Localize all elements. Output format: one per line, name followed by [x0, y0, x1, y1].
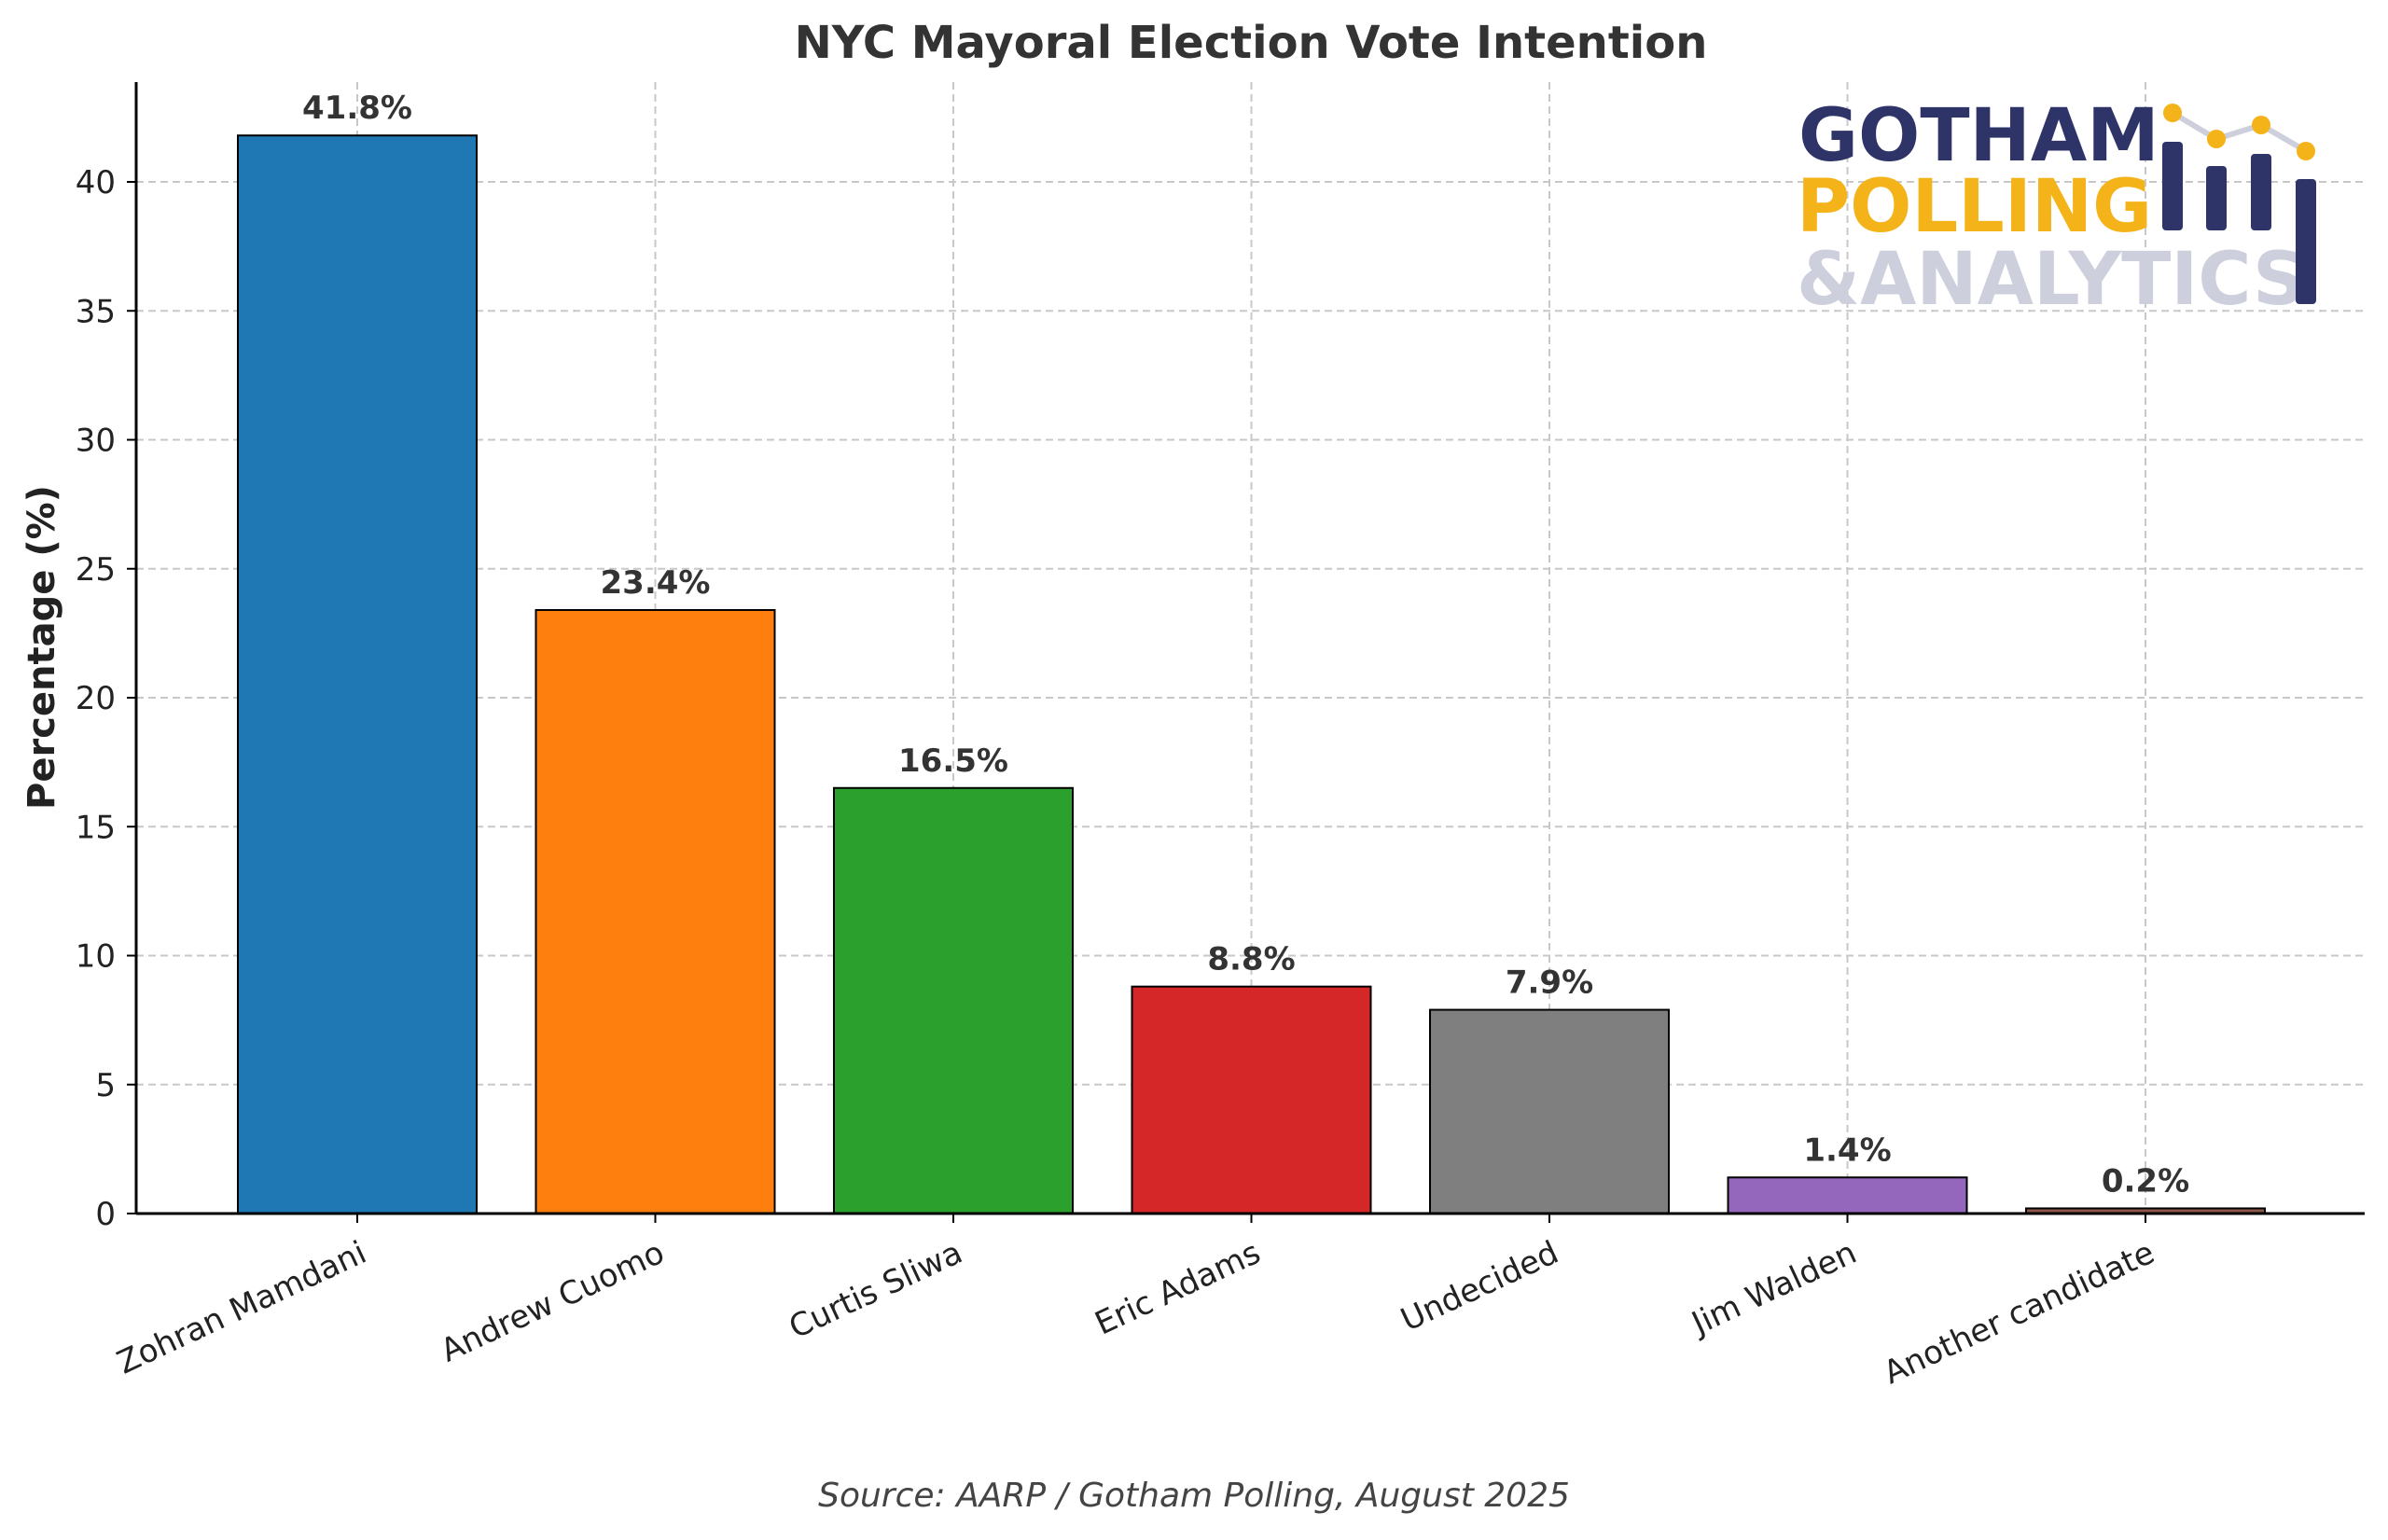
y-tick-label: 30 [76, 423, 116, 460]
bars [237, 134, 2266, 1215]
data-label: 7.9% [1506, 964, 1593, 1002]
logo-line-gotham: GOTHAM [1798, 94, 2159, 178]
y-tick-label: 5 [95, 1067, 116, 1104]
chart-title: NYC Mayoral Election Vote Intention [795, 17, 1708, 69]
bar [833, 786, 1074, 1215]
grid [136, 82, 2365, 1214]
logo-bar-2 [2206, 166, 2227, 230]
logo-line-polling: POLLING [1797, 165, 2152, 249]
data-label: 41.8% [302, 90, 412, 127]
logo-bar-1 [2162, 142, 2183, 230]
x-tick-label: Curtis Sliwa [784, 1234, 968, 1347]
logo-bar-4 [2296, 179, 2316, 304]
y-tick-label: 10 [76, 938, 116, 976]
bar [1131, 985, 1372, 1215]
data-label: 23.4% [601, 564, 711, 602]
data-label: 8.8% [1207, 941, 1295, 978]
x-tick-label: Zohran Mamdani [112, 1234, 372, 1382]
bar [1429, 1008, 1670, 1214]
y-ticks: 0 5 10 15 20 25 30 35 40 [76, 164, 136, 1233]
bar [237, 134, 478, 1215]
gotham-polling-logo: GOTHAM POLLING &ANALYTICS [1797, 94, 2316, 322]
y-axis-label: Percentage (%) [21, 485, 63, 810]
logo-dot-3 [2252, 116, 2270, 134]
x-tick-label: Eric Adams [1090, 1234, 1266, 1343]
y-tick-label: 35 [76, 293, 116, 330]
bar [535, 608, 776, 1214]
bar [1727, 1176, 1968, 1215]
x-tick-label: Andrew Cuomo [436, 1234, 671, 1370]
logo-dot-1 [2163, 104, 2182, 122]
data-label: 16.5% [898, 742, 1008, 780]
data-label: 0.2% [2102, 1162, 2189, 1200]
logo-bar-3 [2251, 154, 2271, 230]
y-tick-label: 0 [95, 1196, 116, 1233]
y-tick-label: 20 [76, 680, 116, 717]
data-label: 1.4% [1803, 1131, 1891, 1169]
logo-line-analytics: &ANALYTICS [1797, 238, 2305, 322]
x-tick-label: Another candidate [1878, 1234, 2159, 1392]
source-note: Source: AARP / Gotham Polling, August 20… [818, 1477, 1570, 1515]
x-tick-label: Jim Walden [1685, 1234, 1862, 1343]
x-tick-label: Undecided [1395, 1234, 1564, 1339]
logo-dot-2 [2207, 130, 2226, 148]
logo-bar-chart-icon [2162, 104, 2316, 304]
data-labels: 41.8% 23.4% 16.5% 8.8% 7.9% 1.4% 0.2% [302, 90, 2189, 1200]
logo-trend-line [2171, 110, 2308, 154]
x-ticks: Zohran Mamdani Andrew Cuomo Curtis Sliwa Er… [112, 1214, 2160, 1392]
y-tick-label: 25 [76, 551, 116, 589]
y-tick-label: 15 [76, 809, 116, 846]
logo-dot-4 [2297, 142, 2315, 160]
y-tick-label: 40 [76, 164, 116, 201]
